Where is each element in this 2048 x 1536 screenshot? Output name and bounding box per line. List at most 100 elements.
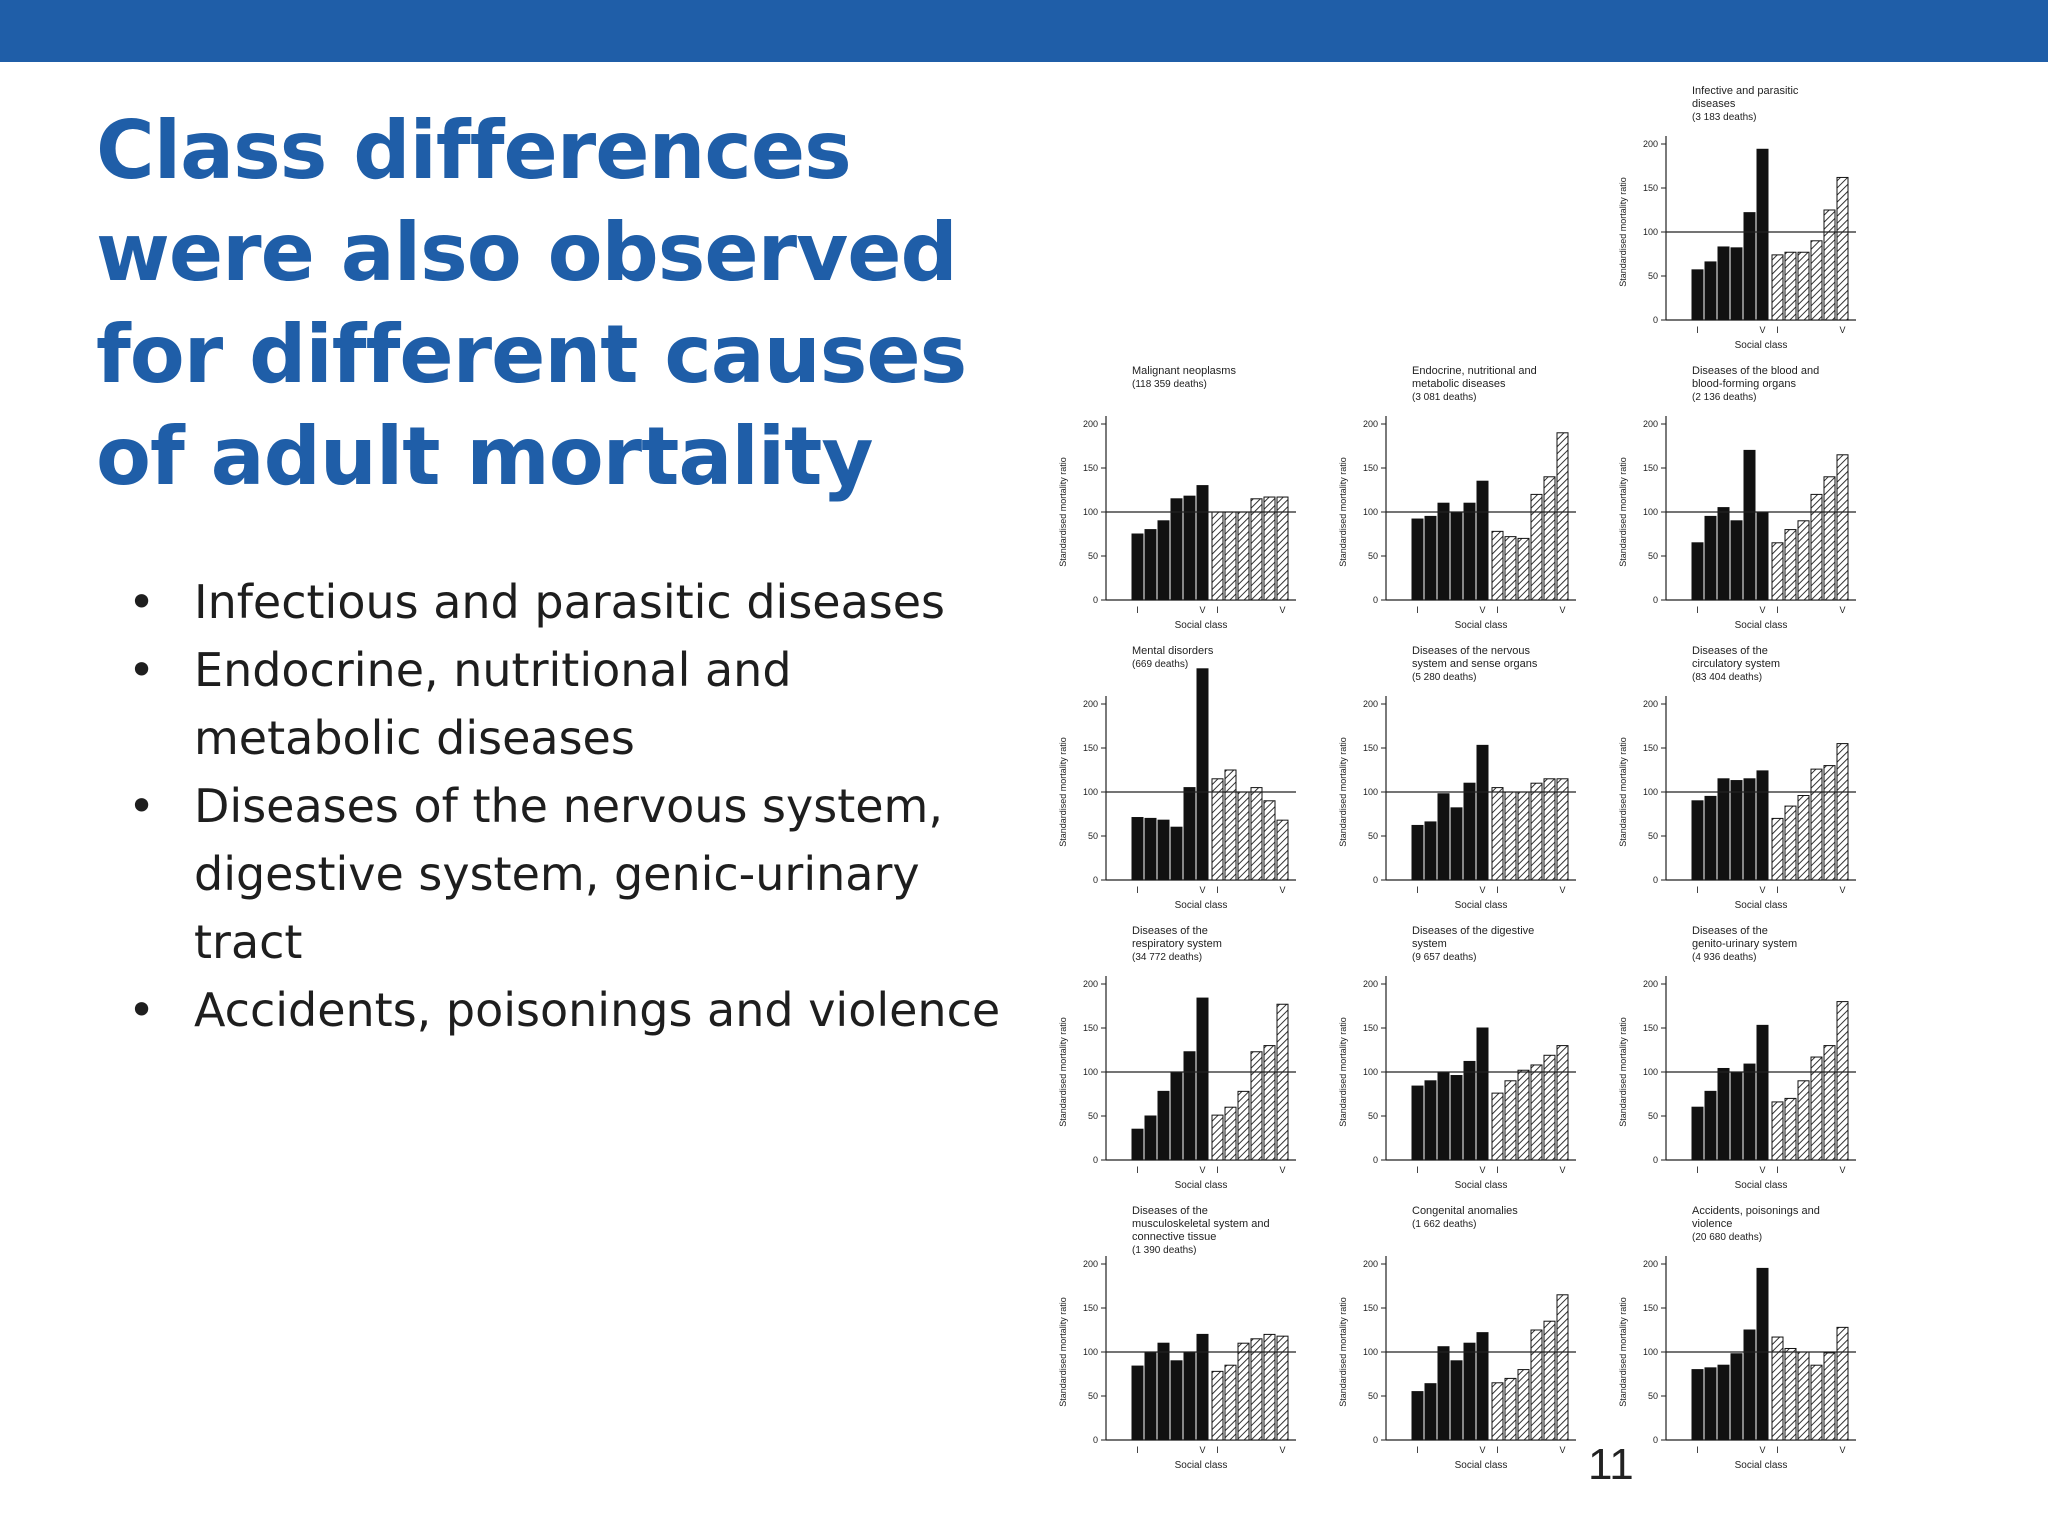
y-axis-label: Standardised mortality ratio [1058, 737, 1068, 847]
panel-title-line: Diseases of the blood and [1692, 365, 1819, 377]
y-tick-label: 200 [1643, 979, 1658, 989]
y-axis-label: Standardised mortality ratio [1338, 737, 1348, 847]
chart-panel: Diseases of the respiratory system (34 772… [1058, 925, 1296, 1191]
bar-men [1730, 780, 1743, 881]
bar-women [1276, 819, 1289, 881]
bar-women [1263, 1333, 1276, 1441]
x-axis-label: Social class [1175, 620, 1228, 631]
panel-title: Congenital anomalies [1412, 1205, 1518, 1217]
y-tick-label: 200 [1083, 419, 1098, 429]
bar-women [1797, 251, 1810, 321]
bar-men [1144, 817, 1157, 881]
x-tick-label: I [1216, 1445, 1219, 1455]
bar-men [1131, 1128, 1144, 1161]
panel-title: Diseases of the respiratory system [1132, 925, 1222, 950]
y-tick-label: 100 [1363, 507, 1378, 517]
x-tick-label: I [1416, 885, 1419, 895]
panel-title: Endocrine, nutritional and metabolic dise… [1412, 365, 1537, 390]
panel-title-line: Diseases of the nervous [1412, 645, 1531, 657]
panel-title-line: Congenital anomalies [1412, 1205, 1518, 1217]
y-tick-label: 200 [1643, 699, 1658, 709]
panel-title-line: metabolic diseases [1412, 378, 1506, 390]
bar-women [1491, 787, 1504, 881]
x-tick-label: V [1839, 325, 1845, 335]
bar-men [1157, 1090, 1170, 1161]
bar-women [1784, 805, 1797, 881]
bar-women [1543, 1320, 1556, 1441]
y-tick-label: 150 [1643, 183, 1658, 193]
bar-men [1424, 515, 1437, 601]
bar-men [1131, 533, 1144, 601]
y-tick-label: 0 [1653, 315, 1658, 325]
y-tick-label: 150 [1363, 1303, 1378, 1313]
bar-men [1424, 1383, 1437, 1441]
bar-women [1823, 209, 1836, 321]
bar-women [1543, 476, 1556, 601]
bar-women [1491, 1382, 1504, 1441]
y-tick-label: 100 [1083, 787, 1098, 797]
x-axis-label: Social class [1455, 1180, 1508, 1191]
x-tick-label: I [1416, 1445, 1419, 1455]
chart-panel: Endocrine, nutritional and metabolic dise… [1338, 365, 1576, 631]
bar-men [1196, 997, 1209, 1161]
x-tick-label: I [1776, 605, 1779, 615]
bar-women [1263, 496, 1276, 601]
bar-men [1476, 744, 1489, 881]
x-tick-label: V [1759, 1165, 1765, 1175]
bar-women [1771, 542, 1784, 601]
chart-panel: Infective and parasitic diseases (3 183 de… [1618, 85, 1856, 351]
bar-men [1183, 1351, 1196, 1441]
y-tick-label: 50 [1088, 1391, 1098, 1401]
y-tick-label: 50 [1648, 551, 1658, 561]
chart-panel: Congenital anomalies (1 662 deaths) 0 50 100… [1338, 1205, 1576, 1471]
chart-panel: Diseases of the nervous system and sense … [1338, 645, 1576, 911]
x-tick-label: I [1696, 885, 1699, 895]
bar-men [1756, 148, 1769, 321]
panel-title-line: Diseases of the [1132, 1205, 1208, 1217]
bar-men [1743, 1063, 1756, 1161]
x-tick-label: I [1216, 605, 1219, 615]
bar-men [1730, 247, 1743, 321]
x-tick-label: V [1839, 1445, 1845, 1455]
bar-men [1170, 826, 1183, 881]
y-tick-label: 150 [1083, 1303, 1098, 1313]
bar-women [1530, 1064, 1543, 1161]
bar-men [1411, 1391, 1424, 1441]
x-tick-label: I [1776, 1445, 1779, 1455]
chart-panel: Diseases of the musculoskeletal system an… [1058, 1205, 1296, 1471]
y-tick-label: 50 [1368, 1111, 1378, 1121]
bar-men [1756, 1267, 1769, 1441]
y-tick-label: 100 [1363, 1347, 1378, 1357]
x-tick-label: V [1559, 1165, 1565, 1175]
bar-men [1463, 1060, 1476, 1161]
y-tick-label: 0 [1373, 1435, 1378, 1445]
x-tick-label: I [1776, 1165, 1779, 1175]
y-tick-label: 0 [1373, 875, 1378, 885]
bar-women [1771, 817, 1784, 881]
panel-title-line: violence [1692, 1218, 1732, 1230]
x-axis-label: Social class [1175, 1460, 1228, 1471]
panel-deaths: (3 183 deaths) [1692, 112, 1757, 123]
bar-men [1196, 1333, 1209, 1441]
panel-title-line: respiratory system [1132, 938, 1222, 950]
x-tick-label: I [1696, 1445, 1699, 1455]
panel-title-line: Diseases of the [1692, 925, 1768, 937]
chart-panel: Malignant neoplasms (118 359 deaths) 0 50 10… [1058, 365, 1296, 631]
y-tick-label: 150 [1083, 743, 1098, 753]
y-tick-label: 200 [1363, 1259, 1378, 1269]
x-tick-label: I [1496, 1165, 1499, 1175]
x-axis-label: Social class [1735, 1460, 1788, 1471]
bar-women [1556, 432, 1569, 601]
x-tick-label: I [1416, 605, 1419, 615]
panel-deaths: (1 390 deaths) [1132, 1245, 1197, 1256]
x-tick-label: V [1559, 1445, 1565, 1455]
bar-women [1784, 1347, 1797, 1441]
bullet-item: Accidents, poisonings and violence [128, 976, 1008, 1044]
panel-title-line: Malignant neoplasms [1132, 365, 1236, 377]
bar-men [1717, 1364, 1730, 1441]
y-tick-label: 100 [1643, 1347, 1658, 1357]
bar-women [1237, 1342, 1250, 1441]
bar-women [1556, 778, 1569, 881]
y-tick-label: 0 [1373, 1155, 1378, 1165]
y-tick-label: 50 [1088, 1111, 1098, 1121]
